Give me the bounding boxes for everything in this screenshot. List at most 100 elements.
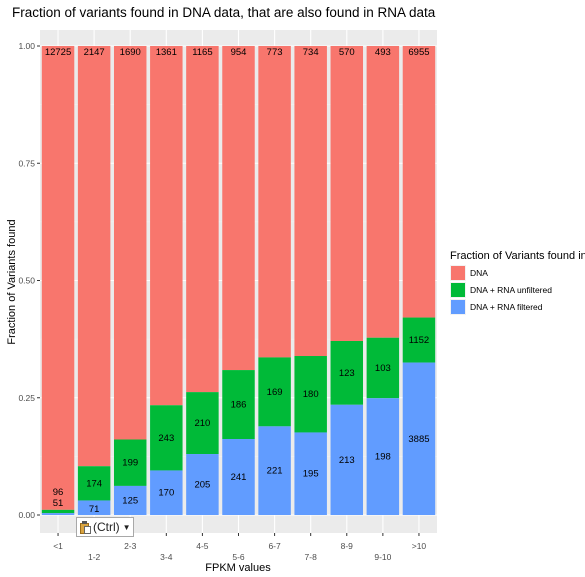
data-label-filtered: 170 xyxy=(158,488,174,499)
chevron-down-icon: ▼ xyxy=(122,522,131,532)
paste-options-label: (Ctrl) xyxy=(93,520,120,534)
legend-label: DNA + RNA unfiltered xyxy=(470,285,552,295)
bar-dna xyxy=(41,46,75,510)
bar-dna-rna-filtered xyxy=(113,485,147,515)
bar-dna-rna-unfiltered xyxy=(402,317,436,363)
legend-key xyxy=(451,266,465,280)
y-tick-label: 0.75 xyxy=(18,158,35,168)
bar-dna xyxy=(222,46,255,371)
x-axis: <1 1-2 2-3 3-4 4-5 5-6 6-7 7-8 8-9 9-10 >10 xyxy=(53,533,426,562)
y-axis: 0.00 0.25 0.50 0.75 1.00 xyxy=(18,41,40,520)
bar-dna xyxy=(150,46,183,406)
data-label-filtered: 213 xyxy=(339,455,355,466)
bar-stack-group xyxy=(41,46,436,515)
data-label-unfiltered: 180 xyxy=(303,389,319,400)
bar-dna-rna-filtered xyxy=(366,398,400,515)
data-label-dna: 12725 xyxy=(45,47,71,58)
legend-key xyxy=(451,300,465,314)
chart-title: Fraction of variants found in DNA data, … xyxy=(12,5,436,20)
bar-dna xyxy=(402,46,436,318)
x-tick-label: 9-10 xyxy=(374,552,391,562)
y-tick-label: 1.00 xyxy=(18,41,35,51)
data-label-filtered: 205 xyxy=(194,480,210,491)
legend-title: Fraction of Variants found in xyxy=(450,250,585,262)
bar-dna xyxy=(366,46,400,338)
x-tick-label: 5-6 xyxy=(232,552,245,562)
legend-label: DNA + RNA filtered xyxy=(470,302,543,312)
legend: Fraction of Variants found in DNA DNA + R… xyxy=(450,250,585,315)
data-label-dna: 773 xyxy=(267,47,283,58)
bar-dna-rna-filtered xyxy=(402,362,436,515)
bar-dna-rna-filtered xyxy=(222,439,255,515)
data-label-unfiltered: 186 xyxy=(231,400,247,411)
data-label-unfiltered: 1152 xyxy=(409,335,429,346)
data-label-unfiltered: 199 xyxy=(122,458,138,469)
data-label-unfiltered: 210 xyxy=(194,418,210,429)
bar-dna xyxy=(330,46,364,342)
clipboard-icon xyxy=(80,520,91,534)
x-tick-label: 3-4 xyxy=(160,552,173,562)
paste-options-button[interactable]: (Ctrl) ▼ xyxy=(76,517,134,537)
x-tick-label: 2-3 xyxy=(124,541,137,551)
data-label-dna: 1361 xyxy=(156,47,177,58)
bar-dna-rna-unfiltered xyxy=(258,357,291,427)
data-label-unfiltered: 123 xyxy=(339,368,355,379)
data-label-filtered: 71 xyxy=(89,504,100,515)
data-label-unfiltered: 174 xyxy=(86,478,102,489)
y-tick-label: 0.00 xyxy=(18,510,35,520)
bar-dna-rna-filtered xyxy=(186,454,219,515)
y-axis-title: Fraction of Variants found xyxy=(6,219,18,344)
data-label-dna: 1165 xyxy=(192,47,212,58)
bar-dna xyxy=(113,46,147,440)
x-tick-label: <1 xyxy=(53,541,63,551)
data-label-filtered: 195 xyxy=(303,469,319,480)
data-label-filtered: 198 xyxy=(375,452,391,463)
bar-dna-rna-unfiltered xyxy=(150,405,183,471)
data-label-unfiltered: 103 xyxy=(375,363,391,374)
bar-dna-rna-unfiltered xyxy=(366,337,400,399)
data-label-filtered: 221 xyxy=(267,466,283,477)
bar-dna-rna-unfiltered xyxy=(113,439,147,486)
x-axis-title: FPKM values xyxy=(205,562,271,574)
y-tick-label: 0.25 xyxy=(18,393,35,403)
data-label-unfiltered: 243 xyxy=(158,433,174,444)
x-tick-label: 4-5 xyxy=(196,541,209,551)
bar-dna-rna-filtered xyxy=(294,432,327,515)
bar-dna-rna-filtered xyxy=(258,426,291,515)
bar-dna-rna-filtered xyxy=(77,500,111,515)
data-label-unfiltered: 96 xyxy=(53,487,64,498)
data-label-dna: 954 xyxy=(231,47,247,58)
data-label-dna: 734 xyxy=(303,47,319,58)
bar-dna-rna-filtered xyxy=(330,404,364,515)
bar-dna xyxy=(77,46,111,467)
y-tick-label: 0.50 xyxy=(18,276,35,286)
bar-dna xyxy=(294,46,327,357)
bar-dna-rna-unfiltered xyxy=(41,509,75,514)
x-tick-label: 6-7 xyxy=(268,541,281,551)
bar-dna-rna-unfiltered xyxy=(294,356,327,433)
bar-dna-rna-filtered xyxy=(41,513,75,515)
x-tick-label: >10 xyxy=(412,541,427,551)
data-label-filtered: 51 xyxy=(53,498,64,509)
bar-dna-rna-unfiltered xyxy=(186,392,219,455)
x-tick-label: 8-9 xyxy=(341,541,354,551)
data-label-unfiltered: 169 xyxy=(267,387,283,398)
x-tick-label: 7-8 xyxy=(305,552,318,562)
bar-dna-rna-unfiltered xyxy=(330,341,364,405)
data-label-dna: 6955 xyxy=(408,47,429,58)
data-label-filtered: 125 xyxy=(122,495,138,506)
data-label-filtered: 241 xyxy=(231,472,247,483)
bar-dna-rna-unfiltered xyxy=(77,466,111,501)
data-label-dna: 570 xyxy=(339,47,355,58)
data-label-dna: 2147 xyxy=(84,47,105,58)
data-label-filtered: 3885 xyxy=(408,434,429,445)
bar-dna xyxy=(186,46,219,393)
bar-dna-rna-filtered xyxy=(150,470,183,515)
bar-dna-rna-unfiltered xyxy=(222,370,255,440)
data-label-dna: 1690 xyxy=(120,47,141,58)
bar-dna xyxy=(258,46,291,358)
data-label-dna: 493 xyxy=(375,47,391,58)
legend-key xyxy=(451,283,465,297)
